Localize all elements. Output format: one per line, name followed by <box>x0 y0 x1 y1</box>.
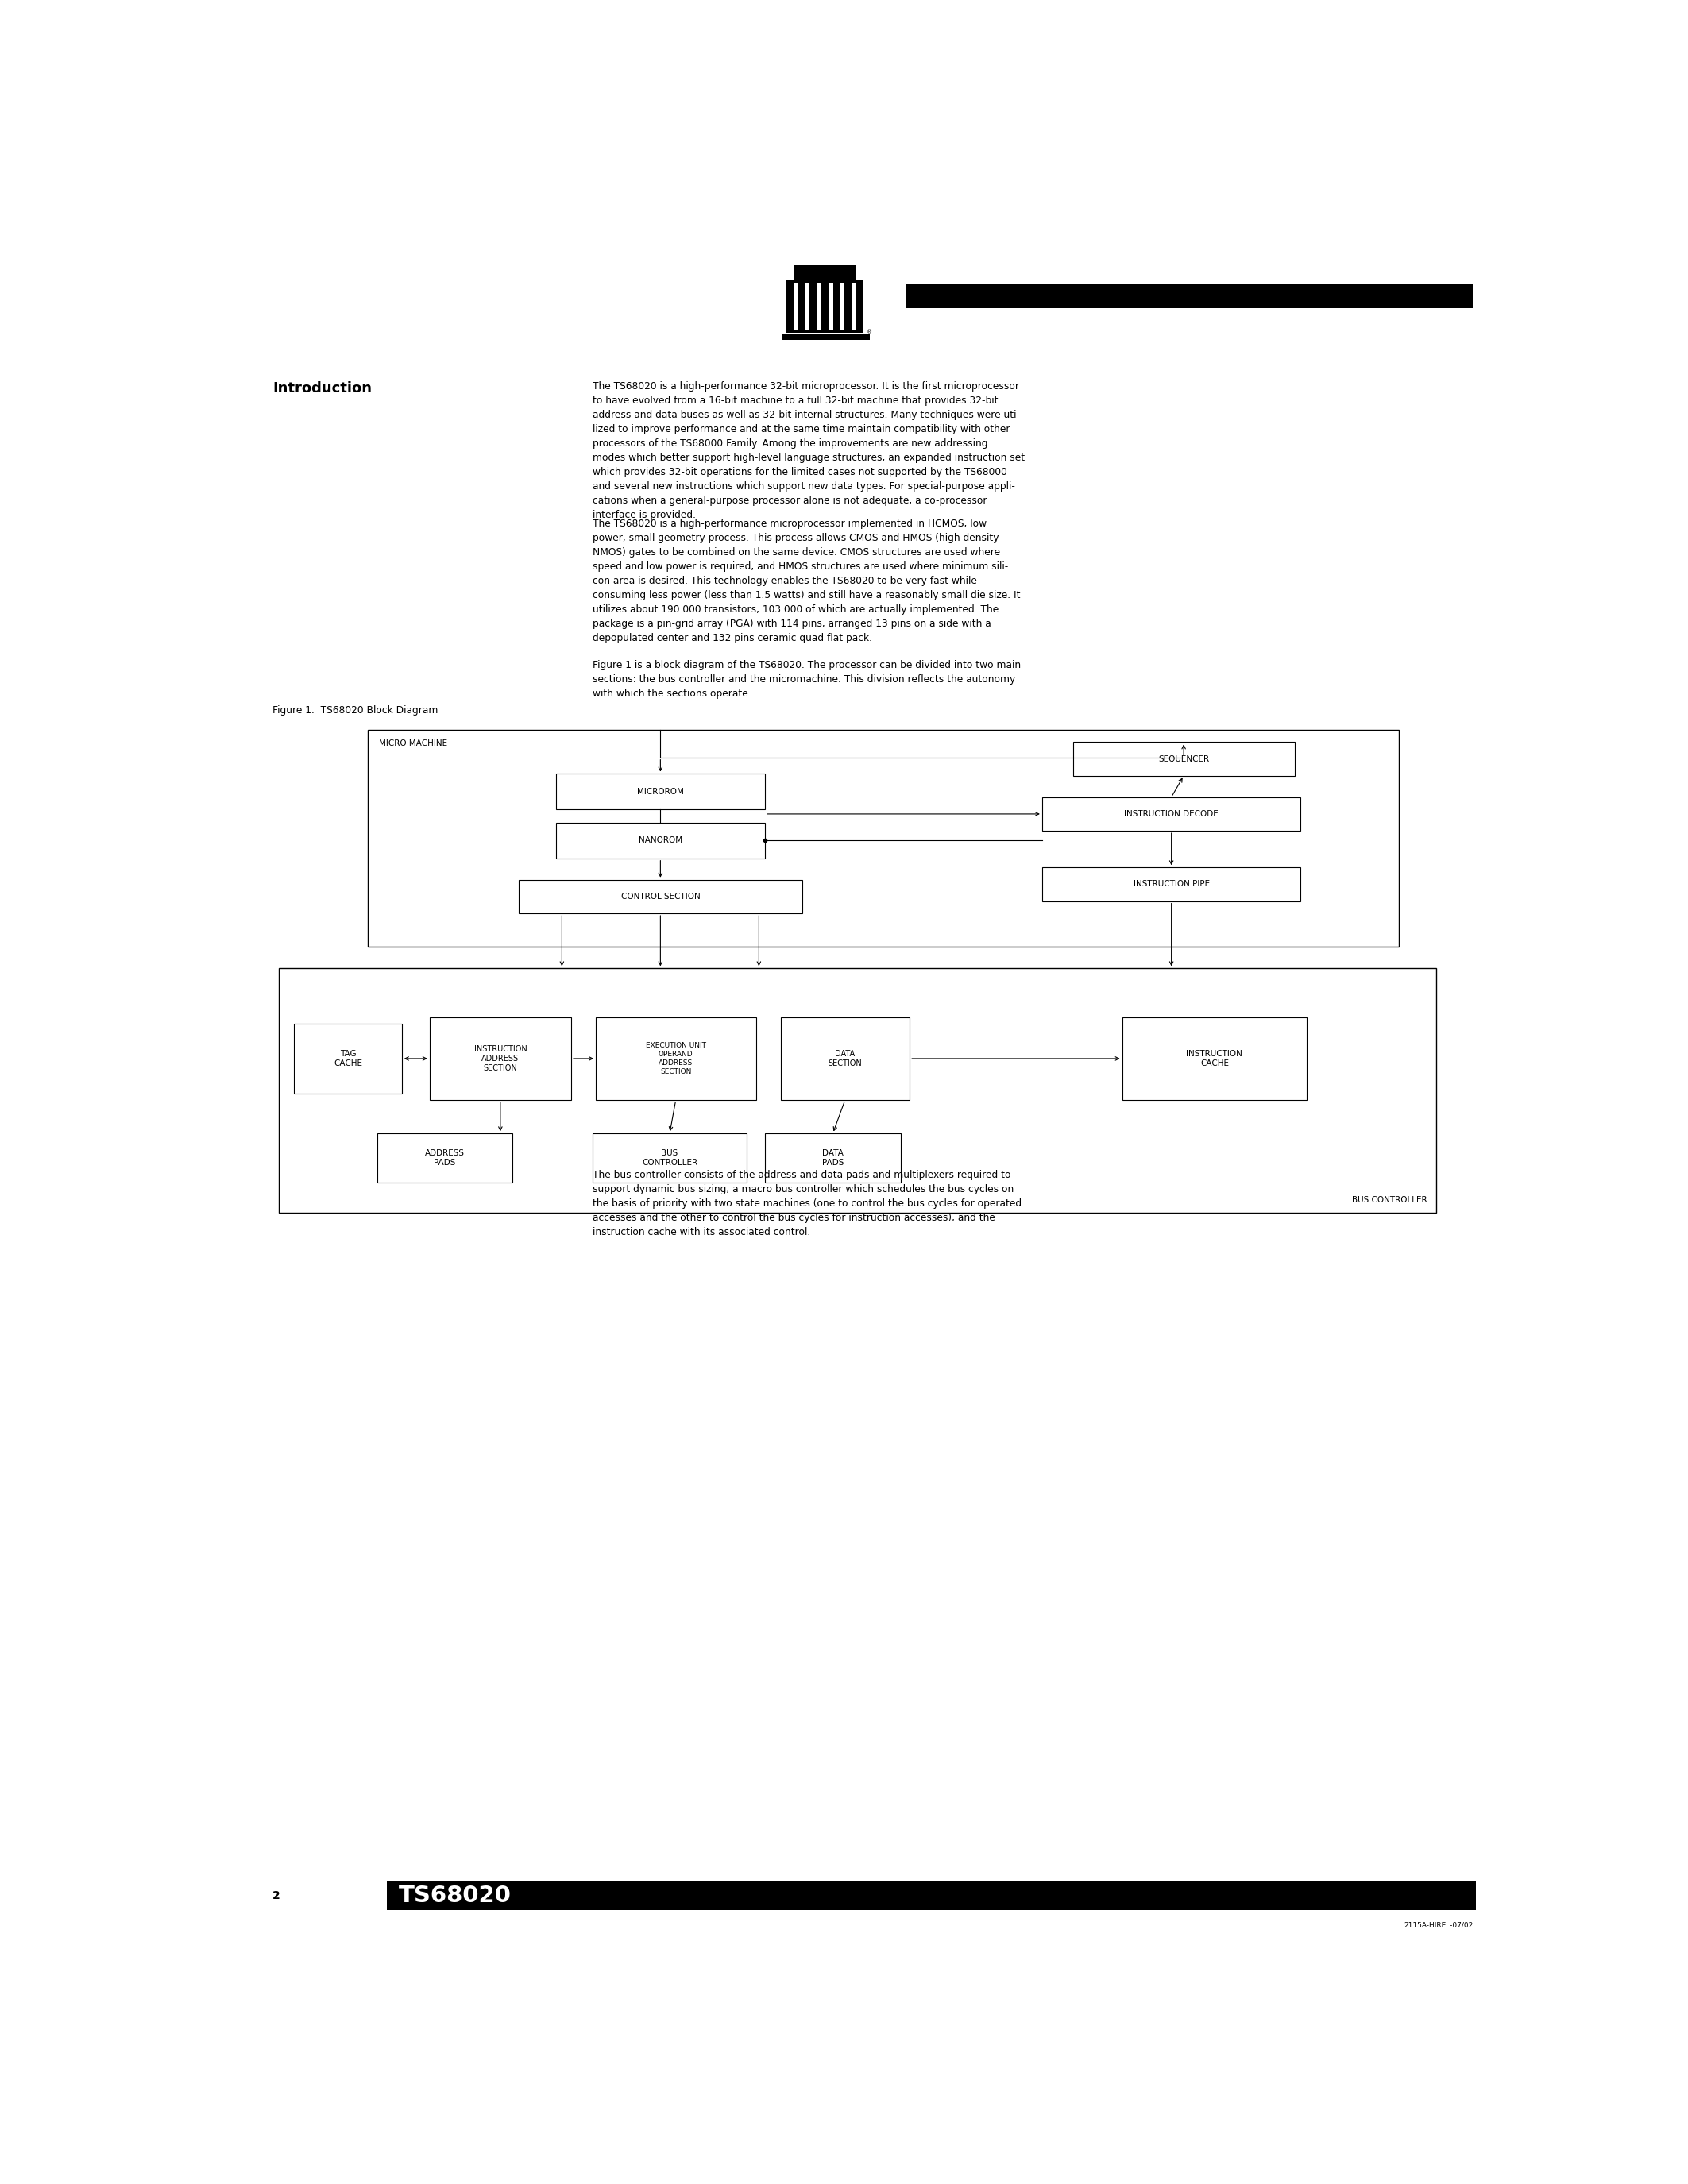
Text: EXECUTION UNIT
OPERAND
ADDRESS
SECTION: EXECUTION UNIT OPERAND ADDRESS SECTION <box>645 1042 706 1075</box>
FancyBboxPatch shape <box>841 284 844 330</box>
Text: BUS CONTROLLER: BUS CONTROLLER <box>1352 1197 1426 1203</box>
Text: CONTROL SECTION: CONTROL SECTION <box>621 893 701 900</box>
Text: SEQUENCER: SEQUENCER <box>1158 756 1209 762</box>
FancyBboxPatch shape <box>518 880 802 913</box>
FancyBboxPatch shape <box>793 284 798 330</box>
FancyBboxPatch shape <box>1074 743 1295 775</box>
FancyBboxPatch shape <box>555 773 765 810</box>
FancyBboxPatch shape <box>592 1133 746 1182</box>
FancyBboxPatch shape <box>1041 867 1301 902</box>
FancyBboxPatch shape <box>596 1018 756 1101</box>
Text: TAG
CACHE: TAG CACHE <box>334 1051 363 1068</box>
Text: INSTRUCTION DECODE: INSTRUCTION DECODE <box>1124 810 1219 819</box>
Text: DATA
PADS: DATA PADS <box>822 1149 844 1166</box>
Text: The TS68020 is a high-performance 32-bit microprocessor. It is the first micropr: The TS68020 is a high-performance 32-bit… <box>592 382 1025 520</box>
Text: 2: 2 <box>272 1889 280 1900</box>
Text: DATA
SECTION: DATA SECTION <box>829 1051 863 1068</box>
FancyBboxPatch shape <box>852 284 856 330</box>
FancyBboxPatch shape <box>429 1018 571 1101</box>
FancyBboxPatch shape <box>793 264 856 280</box>
Text: ADDRESS
PADS: ADDRESS PADS <box>425 1149 464 1166</box>
FancyBboxPatch shape <box>805 284 810 330</box>
Text: TS68020: TS68020 <box>398 1885 511 1907</box>
Text: INSTRUCTION
ADDRESS
SECTION: INSTRUCTION ADDRESS SECTION <box>474 1046 527 1072</box>
FancyBboxPatch shape <box>829 284 834 330</box>
FancyBboxPatch shape <box>294 1024 402 1094</box>
Text: INSTRUCTION
CACHE: INSTRUCTION CACHE <box>1187 1051 1242 1068</box>
FancyBboxPatch shape <box>555 823 765 858</box>
FancyBboxPatch shape <box>387 1880 1475 1911</box>
FancyBboxPatch shape <box>279 968 1436 1212</box>
FancyBboxPatch shape <box>906 284 1474 308</box>
Text: INSTRUCTION PIPE: INSTRUCTION PIPE <box>1133 880 1210 889</box>
FancyBboxPatch shape <box>368 729 1399 948</box>
FancyBboxPatch shape <box>1041 797 1301 830</box>
Text: BUS
CONTROLLER: BUS CONTROLLER <box>641 1149 697 1166</box>
Text: MICROROM: MICROROM <box>636 788 684 795</box>
Text: Figure 1 is a block diagram of the TS68020. The processor can be divided into tw: Figure 1 is a block diagram of the TS680… <box>592 660 1021 699</box>
FancyBboxPatch shape <box>1123 1018 1307 1101</box>
FancyBboxPatch shape <box>787 280 864 332</box>
Text: 2115A-HIREL-07/02: 2115A-HIREL-07/02 <box>1404 1922 1474 1928</box>
Text: The TS68020 is a high-performance microprocessor implemented in HCMOS, low
power: The TS68020 is a high-performance microp… <box>592 520 1021 644</box>
Text: The bus controller consists of the address and data pads and multiplexers requir: The bus controller consists of the addre… <box>592 1171 1021 1238</box>
FancyBboxPatch shape <box>780 1018 910 1101</box>
Text: ®: ® <box>866 330 873 334</box>
FancyBboxPatch shape <box>376 1133 513 1182</box>
Text: MICRO MACHINE: MICRO MACHINE <box>380 738 447 747</box>
FancyBboxPatch shape <box>782 334 869 341</box>
Text: Introduction: Introduction <box>272 382 371 395</box>
FancyBboxPatch shape <box>765 1133 900 1182</box>
Text: Figure 1.  TS68020 Block Diagram: Figure 1. TS68020 Block Diagram <box>272 705 439 716</box>
FancyBboxPatch shape <box>817 284 822 330</box>
Text: NANOROM: NANOROM <box>638 836 682 845</box>
